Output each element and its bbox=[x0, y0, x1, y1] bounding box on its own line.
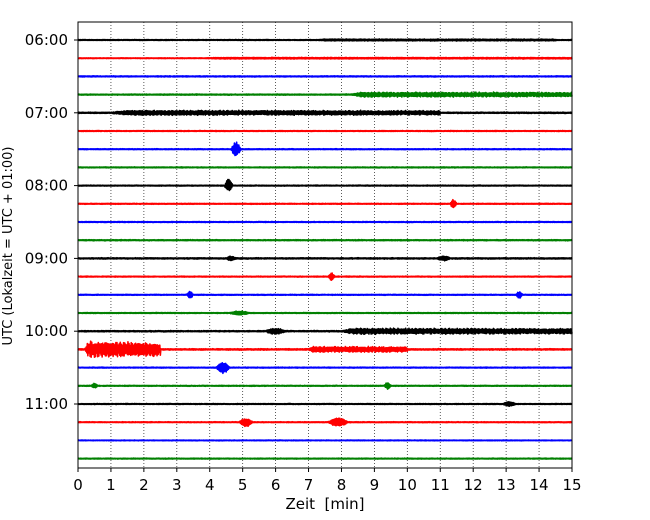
x-tick-label: 6 bbox=[271, 476, 281, 494]
x-tick-label: 1 bbox=[106, 476, 116, 494]
x-tick-label: 10 bbox=[398, 476, 417, 494]
trace-1030 bbox=[77, 362, 573, 375]
trace-0600 bbox=[77, 38, 573, 42]
y-tick-label: 11:00 bbox=[25, 395, 68, 413]
x-tick-label: 7 bbox=[304, 476, 314, 494]
trace-1045 bbox=[77, 382, 573, 390]
trace-0730 bbox=[77, 141, 573, 157]
trace-1015 bbox=[77, 340, 573, 359]
y-tick-label: 08:00 bbox=[25, 177, 68, 195]
x-tick-label: 12 bbox=[464, 476, 483, 494]
x-tick-label: 3 bbox=[172, 476, 182, 494]
trace-0715 bbox=[77, 129, 573, 133]
trace-1145 bbox=[77, 457, 573, 460]
trace-1130 bbox=[77, 439, 573, 442]
x-tick-label: 5 bbox=[238, 476, 248, 494]
x-tick-label: 8 bbox=[337, 476, 347, 494]
traces bbox=[77, 38, 573, 460]
trace-0930 bbox=[77, 290, 573, 299]
x-tick-label: 2 bbox=[139, 476, 149, 494]
trace-0900 bbox=[77, 255, 573, 262]
trace-0915 bbox=[77, 272, 573, 282]
trace-0630 bbox=[77, 74, 573, 78]
trace-0700 bbox=[77, 109, 573, 117]
x-tick-label: 13 bbox=[497, 476, 516, 494]
y-tick-label: 10:00 bbox=[25, 322, 68, 340]
x-tick-label: 11 bbox=[431, 476, 450, 494]
trace-0800 bbox=[77, 178, 573, 192]
trace-1000 bbox=[77, 327, 573, 336]
x-axis-title: Zeit [min] bbox=[285, 495, 364, 513]
trace-0745 bbox=[77, 166, 573, 169]
trace-1100 bbox=[77, 401, 573, 407]
trace-1115 bbox=[77, 417, 573, 428]
grid-lines bbox=[110, 22, 540, 468]
x-tick-label: 4 bbox=[205, 476, 215, 494]
x-tick-label: 9 bbox=[370, 476, 380, 494]
trace-0815 bbox=[77, 198, 573, 209]
x-axis-ticks: 0 1 2 3 4 5 6 7 8 9 10 11 12 13 14 15 bbox=[73, 468, 582, 494]
x-tick-label: 0 bbox=[73, 476, 83, 494]
y-tick-label: 06:00 bbox=[25, 31, 68, 49]
trace-0645 bbox=[77, 91, 573, 98]
y-axis-ticks: 06:00 07:00 08:00 09:00 10:00 11:00 bbox=[25, 31, 78, 413]
y-tick-label: 07:00 bbox=[25, 104, 68, 122]
x-tick-label: 14 bbox=[530, 476, 549, 494]
trace-0615 bbox=[77, 56, 573, 60]
trace-0830 bbox=[77, 220, 573, 224]
trace-0845 bbox=[77, 238, 573, 242]
plot-frame bbox=[77, 21, 573, 469]
trace-0945 bbox=[77, 310, 573, 316]
y-tick-label: 09:00 bbox=[25, 249, 68, 267]
x-tick-label: 15 bbox=[562, 476, 581, 494]
y-axis-title: UTC (Lokalzeit = UTC + 01:00) bbox=[1, 147, 16, 346]
